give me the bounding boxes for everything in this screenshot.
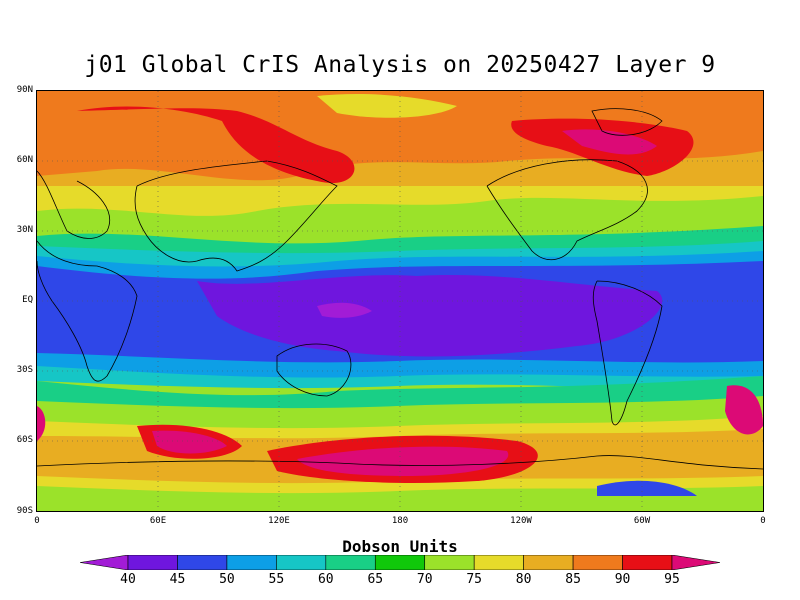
lon-label-0-west: 0 <box>34 516 40 526</box>
colorbar-units-label: Dobson Units <box>342 537 458 556</box>
colorbar-segment <box>523 555 574 570</box>
coast-australia <box>276 343 352 397</box>
colorbar-tick-label: 75 <box>466 572 482 587</box>
field-magenta-west-edge <box>37 406 46 441</box>
field-magenta-canada <box>562 129 657 155</box>
field-red-asia <box>77 106 355 184</box>
field-violet-pacific <box>197 274 663 357</box>
lat-label-30s: 30S <box>16 365 33 375</box>
lat-label-60s: 60S <box>16 435 33 445</box>
colorbar-tick-label: 80 <box>515 572 532 587</box>
coast-europe <box>37 170 110 239</box>
colorbar-segment <box>374 555 426 570</box>
lat-label-90s: 90S <box>16 506 33 516</box>
colorbar-tick-label: 95 <box>664 572 680 587</box>
colorbar-tick-label: 45 <box>169 572 186 587</box>
field-magenta-south-atlantic <box>725 385 763 435</box>
field-magenta-indian-ocean <box>152 430 227 454</box>
ozone-field <box>37 91 763 511</box>
colorbar <box>80 555 720 570</box>
field-green-pole <box>37 496 763 511</box>
colorbar-segment <box>276 555 327 570</box>
colorbar-tick-label: 90 <box>614 572 631 587</box>
coastlines <box>37 108 763 470</box>
lat-label-30n: 30N <box>16 225 33 235</box>
lon-label-60w: 60W <box>633 516 651 526</box>
ozone-map <box>36 90 764 512</box>
lon-label-120e: 120E <box>268 516 290 526</box>
colorbar-segment-min <box>80 555 129 570</box>
lat-label-60n: 60N <box>16 155 33 165</box>
colorbar-segment <box>572 555 623 570</box>
lat-label-eq: EQ <box>22 295 33 305</box>
colorbar-segment <box>226 555 277 570</box>
map-title: j01 Global CrIS Analysis on 20250427 Lay… <box>84 52 716 78</box>
graticule <box>37 91 763 511</box>
colorbar-tick-label: 50 <box>219 572 235 587</box>
colorbar-segment-max <box>671 555 720 570</box>
colorbar-segment <box>177 555 228 570</box>
colorbar-tick-label: 40 <box>120 572 136 587</box>
field-purple-core <box>317 302 372 318</box>
colorbar-segment <box>424 555 475 570</box>
field-yellow-arctic <box>317 94 457 118</box>
coast-asia <box>134 160 338 272</box>
lon-label-60e: 60E <box>149 516 167 526</box>
colorbar-tick-label: 55 <box>268 572 285 587</box>
coast-greenland <box>591 108 663 136</box>
field-magenta-south-pacific <box>297 446 509 476</box>
lat-label-90n: 90N <box>16 85 33 95</box>
colorbar-tick-label: 60 <box>317 572 334 587</box>
coast-south-america <box>592 280 663 426</box>
coast-antarctica <box>37 455 763 470</box>
colorbar-tick-label: 65 <box>367 572 384 587</box>
coast-north-america <box>486 159 648 260</box>
lon-label-120w: 120W <box>510 516 532 526</box>
colorbar-segment <box>127 555 178 570</box>
lon-label-180: 180 <box>391 516 409 526</box>
colorbar-segment <box>473 555 524 570</box>
colorbar-segment <box>325 555 376 570</box>
colorbar-tick-label: 85 <box>565 572 581 587</box>
lon-label-0-east: 0 <box>760 516 766 526</box>
colorbar-segment <box>622 555 673 570</box>
colorbar-tick-label: 70 <box>416 572 433 587</box>
